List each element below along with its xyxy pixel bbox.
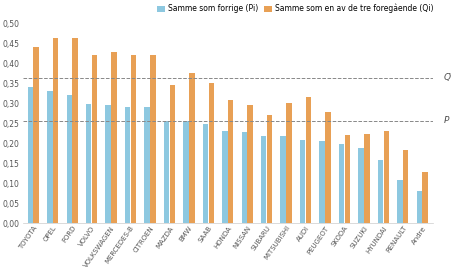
Bar — [422, 172, 427, 223]
Bar — [377, 160, 382, 223]
Bar — [416, 191, 421, 223]
Bar — [247, 105, 252, 223]
Bar — [260, 136, 266, 223]
Bar — [383, 131, 388, 223]
Bar — [402, 150, 408, 223]
Bar — [28, 87, 33, 223]
Bar — [208, 83, 213, 223]
Text: P̄: P̄ — [443, 116, 448, 125]
Bar — [163, 121, 169, 223]
Bar — [319, 141, 324, 223]
Bar — [111, 52, 116, 223]
Bar — [324, 112, 330, 223]
Bar — [72, 38, 78, 223]
Bar — [130, 55, 136, 223]
Bar — [202, 124, 207, 223]
Bar — [241, 132, 246, 223]
Bar — [86, 104, 91, 223]
Bar — [364, 134, 369, 223]
Bar — [169, 85, 175, 223]
Bar — [266, 115, 272, 223]
Bar — [144, 107, 149, 223]
Bar — [124, 107, 130, 223]
Bar — [344, 135, 350, 223]
Bar — [189, 73, 194, 223]
Bar — [358, 148, 363, 223]
Bar — [53, 38, 58, 223]
Bar — [183, 121, 188, 223]
Bar — [305, 97, 311, 223]
Text: Q̄: Q̄ — [443, 73, 450, 82]
Bar — [66, 95, 72, 223]
Bar — [105, 105, 110, 223]
Bar — [338, 144, 344, 223]
Bar — [221, 131, 227, 223]
Bar — [227, 100, 233, 223]
Bar — [47, 91, 52, 223]
Bar — [285, 103, 291, 223]
Bar — [92, 56, 97, 223]
Bar — [299, 140, 305, 223]
Bar — [396, 180, 402, 223]
Bar — [33, 47, 39, 223]
Bar — [280, 136, 285, 223]
Legend: Samme som forrige (Pi), Samme som en av de tre foregàende (Qi): Samme som forrige (Pi), Samme som en av … — [156, 4, 433, 13]
Bar — [150, 56, 155, 223]
